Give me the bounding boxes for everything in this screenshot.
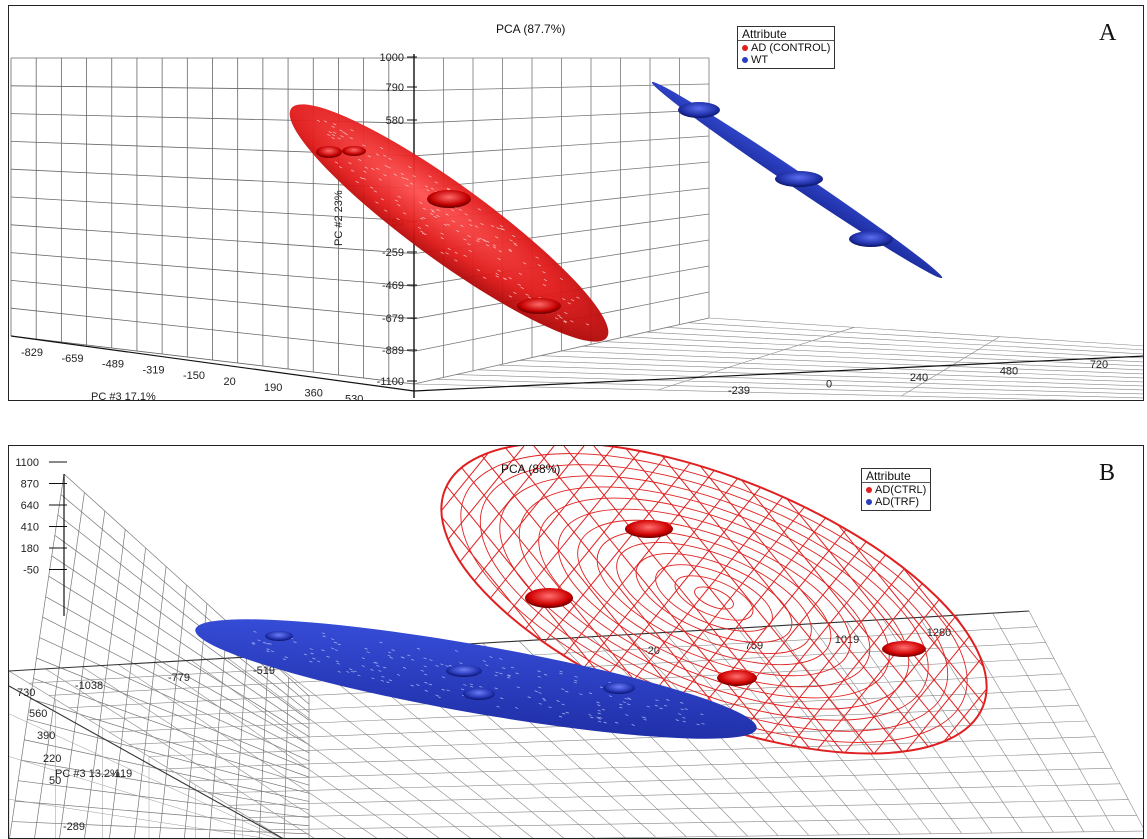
z-tick-b: -119 xyxy=(111,768,132,780)
point-wt-2 xyxy=(775,171,823,187)
pca-plot-b: 1100870640410180-50-1038-779-519-2075910… xyxy=(9,446,1143,838)
point-ad-control-2 xyxy=(427,190,471,208)
z-tick-a: -489 xyxy=(102,359,124,371)
z-tick-a: 190 xyxy=(264,382,282,394)
y-axis-label-a: PC #2 23% xyxy=(333,190,345,246)
z-tick-b: 50 xyxy=(49,775,61,787)
series-ad-ctrl-ellipsoid xyxy=(400,446,1028,767)
legend-label-ad-trf: AD(TRF) xyxy=(875,496,919,508)
z-tick-a: 700 xyxy=(386,399,404,401)
y-tick-a: -259 xyxy=(382,247,404,259)
legend-label-ad-control: AD (CONTROL) xyxy=(751,42,831,54)
z-tick-b: 560 xyxy=(29,708,47,720)
z-axis-label-a: PC #3 17.1% xyxy=(91,391,156,401)
point-wt-3 xyxy=(849,231,893,247)
x-tick-a: 0 xyxy=(826,379,832,391)
legend-entry-ad-control: AD (CONTROL) xyxy=(742,42,830,54)
x-tick-b: -20 xyxy=(644,645,660,657)
y-tick-a: 580 xyxy=(386,115,404,127)
panel-letter-a: A xyxy=(1099,20,1117,46)
z-tick-a: 530 xyxy=(345,393,363,401)
point-ad-ctrl-3 xyxy=(717,670,757,686)
point-ad-control-3 xyxy=(517,298,561,314)
panel-b: 1100870640410180-50-1038-779-519-2075910… xyxy=(8,445,1144,839)
z-tick-a: 360 xyxy=(305,388,323,400)
point-ad-trf-2 xyxy=(446,665,482,677)
point-ad-ctrl-1 xyxy=(625,520,673,538)
legend-dot-red-b xyxy=(866,487,872,493)
x-tick-b: -1038 xyxy=(75,680,103,692)
x-tick-a: 240 xyxy=(910,372,928,384)
point-ad-ctrl-4 xyxy=(882,641,926,657)
x-tick-b: -519 xyxy=(253,665,275,677)
panel-letter-b: B xyxy=(1099,460,1116,486)
grid-a xyxy=(10,54,1143,400)
legend-title-b: Attribute xyxy=(862,470,931,483)
y-tick-b: 1100 xyxy=(15,457,39,469)
z-tick-b: -289 xyxy=(63,821,85,833)
point-wt-1 xyxy=(678,102,720,118)
x-tick-b: -779 xyxy=(168,672,190,684)
series-ad-trf-ellipsoid xyxy=(195,619,757,739)
series-wt-ellipsoid xyxy=(651,81,943,279)
legend-a: Attribute AD (CONTROL) WT xyxy=(737,26,836,69)
y-tick-b: -50 xyxy=(23,565,39,577)
chart-title-a: PCA (87.7%) xyxy=(496,22,566,36)
legend-b: Attribute AD(CTRL) AD(TRF) xyxy=(861,468,932,511)
legend-label-wt: WT xyxy=(751,54,769,66)
z-tick-a: -319 xyxy=(143,364,165,376)
x-tick-a: 720 xyxy=(1090,359,1108,371)
legend-entry-wt: WT xyxy=(742,54,830,66)
point-ad-control-1 xyxy=(316,146,342,158)
y-tick-a: 1000 xyxy=(380,52,404,64)
point-ad-trf-3 xyxy=(463,688,495,700)
point-ad-trf-4 xyxy=(603,682,635,694)
legend-label-ad-ctrl: AD(CTRL) xyxy=(875,484,927,496)
point-ad-control-4 xyxy=(342,146,366,156)
x-tick-a: 480 xyxy=(1000,366,1018,378)
pca-plot-a: 100079058050-259-469-679-889-1100-829-65… xyxy=(10,52,1143,401)
y-tick-a: -469 xyxy=(382,280,404,292)
y-tick-b: 640 xyxy=(21,500,39,512)
y-tick-b: 180 xyxy=(21,543,39,555)
legend-entry-ad-ctrl: AD(CTRL) xyxy=(866,484,926,496)
y-tick-b: 870 xyxy=(21,479,39,491)
series-ad-control-ellipsoid xyxy=(289,104,609,342)
panel-a: 100079058050-259-469-679-889-1100-829-65… xyxy=(8,5,1144,401)
z-tick-b: 390 xyxy=(37,730,55,742)
z-tick-b: 220 xyxy=(43,753,61,765)
z-tick-b: 730 xyxy=(17,687,35,699)
z-tick-a: -829 xyxy=(21,347,43,359)
legend-title-a: Attribute xyxy=(738,28,835,41)
y-tick-a: -889 xyxy=(382,345,404,357)
legend-dot-blue-b xyxy=(866,499,872,505)
point-ad-trf-1 xyxy=(265,631,293,641)
y-tick-b: 410 xyxy=(21,522,39,534)
z-axis-label-b: PC #3 13.2% xyxy=(55,768,120,780)
point-ad-ctrl-2 xyxy=(525,588,573,608)
y-tick-a: 790 xyxy=(386,82,404,94)
ticks-a: 100079058050-259-469-679-889-1100-829-65… xyxy=(21,52,1108,401)
z-tick-a: -659 xyxy=(62,353,84,365)
z-tick-a: -150 xyxy=(183,370,205,382)
y-tick-a: -1100 xyxy=(377,376,404,388)
y-tick-a: -679 xyxy=(382,313,404,325)
legend-entry-ad-trf: AD(TRF) xyxy=(866,496,926,508)
x-tick-a: -239 xyxy=(728,385,750,397)
z-tick-a: 20 xyxy=(224,376,236,388)
legend-dot-blue xyxy=(742,57,748,63)
chart-title-b: PCA (88%) xyxy=(501,462,561,476)
legend-dot-red xyxy=(742,45,748,51)
